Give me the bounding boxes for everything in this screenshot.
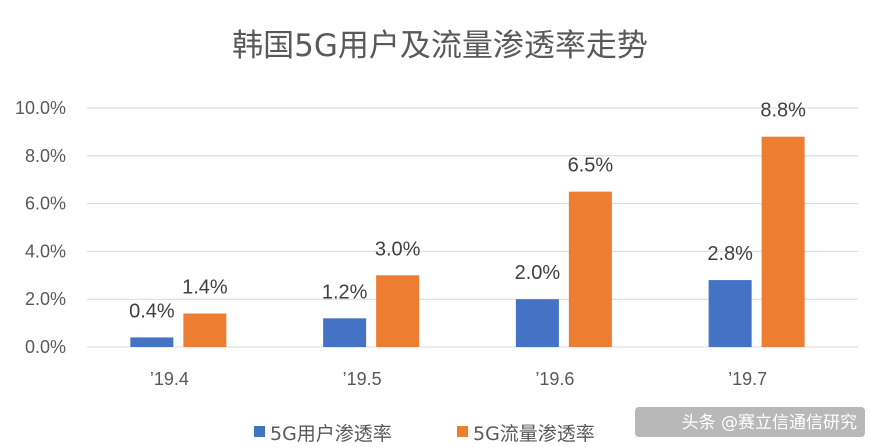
data-label: 8.8%: [760, 100, 806, 122]
data-label: 3.0%: [375, 238, 421, 260]
data-label: 1.2%: [322, 281, 368, 303]
bars: [130, 136, 805, 347]
legend-label: 5G流量渗透率: [473, 423, 595, 445]
x-tick-label: ’19.7: [728, 369, 767, 389]
bar: [761, 136, 805, 347]
watermark-text: 头条 @赛立信通信研究: [682, 412, 857, 433]
watermark: 头条 @赛立信通信研究: [635, 407, 865, 437]
x-tick-label: ’19.4: [150, 369, 189, 389]
data-label: 2.8%: [707, 243, 753, 265]
watermark-backdrop: [635, 407, 865, 437]
bar: [568, 191, 612, 347]
data-label: 0.4%: [129, 300, 175, 322]
bar: [376, 275, 420, 347]
data-labels: 0.4% 1.4% 1.2% 3.0% 2.0% 6.5% 2.8% 8.8%: [129, 100, 806, 323]
legend-swatch: [457, 426, 468, 437]
y-tick-label: 8.0%: [25, 146, 66, 166]
legend: 5G用户渗透率 5G流量渗透率: [254, 423, 595, 445]
bar: [183, 313, 227, 347]
x-tick-label: ’19.5: [343, 369, 382, 389]
y-tick-label: 10.0%: [15, 98, 66, 118]
legend-swatch: [254, 426, 265, 437]
x-axis: ’19.4 ’19.5 ’19.6 ’19.7: [150, 369, 767, 389]
y-tick-label: 6.0%: [25, 194, 66, 214]
bar: [323, 318, 367, 347]
bar: [130, 337, 174, 347]
y-tick-label: 0.0%: [25, 337, 66, 357]
chart-title: 韩国5G用户及流量渗透率走势: [232, 28, 648, 64]
bar: [515, 299, 559, 347]
x-tick-label: ’19.6: [535, 369, 574, 389]
data-label: 1.4%: [182, 277, 228, 299]
legend-label: 5G用户渗透率: [270, 423, 392, 445]
data-label: 2.0%: [515, 262, 561, 284]
data-label: 6.5%: [568, 155, 614, 177]
y-tick-label: 4.0%: [25, 241, 66, 261]
y-tick-label: 2.0%: [25, 289, 66, 309]
y-axis: 0.0% 2.0% 4.0% 6.0% 8.0% 10.0%: [15, 98, 66, 357]
bar: [708, 280, 752, 347]
